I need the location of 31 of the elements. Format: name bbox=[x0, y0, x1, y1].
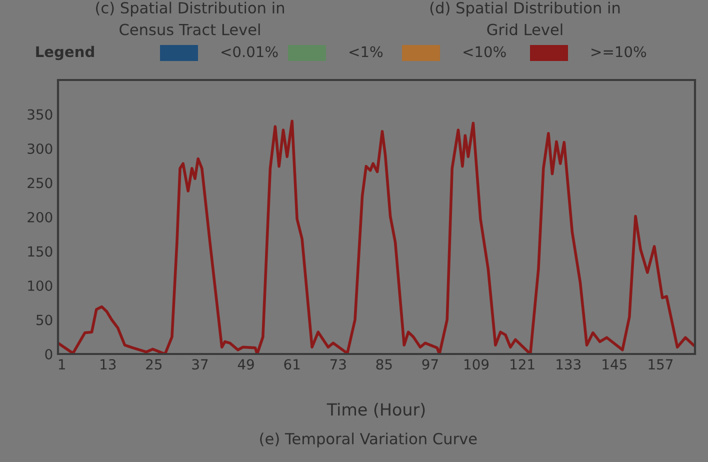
x-tick-label: 157 bbox=[648, 359, 673, 370]
x-tick-label: 133 bbox=[556, 359, 581, 370]
text: (c) Spatial Distribution in Census Tract Level bbox=[96, 2, 284, 36]
text: <1% bbox=[350, 46, 383, 58]
x-tick-label: 97 bbox=[422, 359, 438, 370]
x-tick-label: 73 bbox=[330, 359, 346, 370]
y-tick-label: 100 bbox=[28, 280, 52, 291]
text: (e) Temporal Variation Curve bbox=[260, 432, 477, 448]
x-tick-label: 85 bbox=[376, 359, 392, 370]
x-tick-label: 145 bbox=[602, 359, 626, 370]
x-tick-label: 13 bbox=[100, 359, 116, 370]
text: >=10% bbox=[592, 46, 646, 58]
y-tick-label: 300 bbox=[28, 143, 52, 154]
x-axis-title: Time (Hour) bbox=[326, 402, 425, 418]
y-tick-label: 0 bbox=[45, 348, 52, 360]
y-tick-label: 150 bbox=[28, 246, 52, 257]
x-tick-label: 121 bbox=[510, 359, 534, 370]
x-tick-label: 109 bbox=[464, 359, 489, 370]
x-tick-label: 25 bbox=[146, 359, 162, 370]
text: <10% bbox=[464, 46, 506, 58]
text: Legend bbox=[36, 46, 94, 60]
y-tick-label: 350 bbox=[28, 109, 52, 120]
x-tick-label: 49 bbox=[238, 359, 254, 370]
x-tick-label: 37 bbox=[192, 359, 208, 370]
y-tick-label: 200 bbox=[28, 212, 52, 222]
x-tick-label: 61 bbox=[284, 359, 300, 370]
text: <0.01% bbox=[222, 46, 278, 58]
text: (d) Spatial Distribution in Grid Level bbox=[430, 2, 620, 36]
y-tick-label: 50 bbox=[36, 314, 52, 326]
y-tick-label: 250 bbox=[28, 178, 52, 188]
x-tick-label: 1 bbox=[58, 359, 65, 370]
